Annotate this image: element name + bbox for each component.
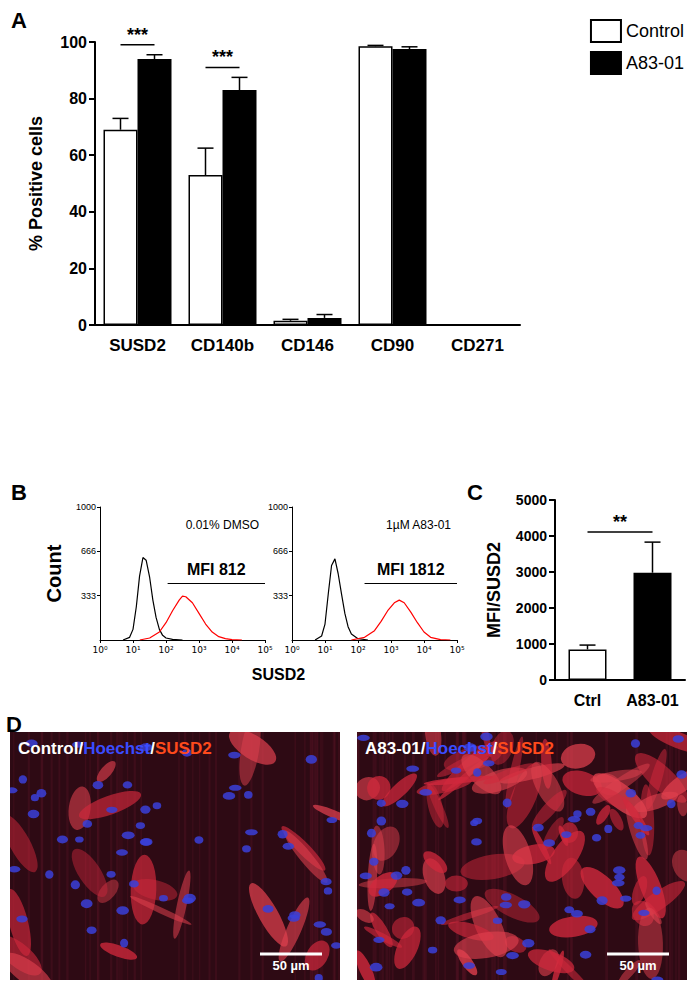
- svg-text:666: 666: [81, 546, 96, 556]
- svg-text:CD146: CD146: [281, 336, 334, 355]
- svg-text:CD271: CD271: [451, 336, 504, 355]
- svg-text:5000: 5000: [516, 492, 547, 508]
- svg-text:CD140b: CD140b: [191, 336, 254, 355]
- svg-text:10¹: 10¹: [125, 645, 140, 655]
- svg-text:1µM A83-01: 1µM A83-01: [386, 518, 451, 532]
- svg-text:333: 333: [273, 591, 288, 601]
- svg-text:SUSD2: SUSD2: [252, 666, 305, 683]
- svg-text:1000: 1000: [516, 636, 547, 652]
- svg-text:4000: 4000: [516, 528, 547, 544]
- svg-text:20: 20: [69, 260, 87, 277]
- svg-text:10³: 10³: [383, 645, 398, 655]
- svg-text:10¹: 10¹: [317, 645, 332, 655]
- svg-text:666: 666: [273, 546, 288, 556]
- svg-text:80: 80: [69, 90, 87, 107]
- svg-text:2000: 2000: [516, 600, 547, 616]
- svg-text:100: 100: [60, 34, 87, 51]
- svg-text:Control/Hoechst/SUSD2: Control/Hoechst/SUSD2: [18, 739, 212, 758]
- svg-text:0: 0: [78, 317, 87, 334]
- svg-text:A83-01: A83-01: [626, 53, 684, 73]
- svg-text:0.01% DMSO: 0.01% DMSO: [186, 518, 259, 532]
- svg-text:% Positive cells: % Positive cells: [26, 116, 46, 251]
- svg-text:MFI/SUSD2: MFI/SUSD2: [484, 542, 504, 638]
- svg-text:MFI 1812: MFI 1812: [377, 561, 445, 578]
- svg-text:60: 60: [69, 147, 87, 164]
- svg-text:1000: 1000: [268, 502, 288, 512]
- svg-text:D: D: [6, 712, 22, 737]
- svg-text:40: 40: [69, 203, 87, 220]
- svg-text:Control: Control: [626, 21, 684, 41]
- svg-text:A83-01/Hoechst/SUSD2: A83-01/Hoechst/SUSD2: [365, 739, 554, 758]
- svg-text:10²: 10²: [350, 645, 365, 655]
- svg-text:10⁴: 10⁴: [416, 645, 431, 655]
- svg-text:***: ***: [212, 47, 233, 67]
- svg-text:B: B: [11, 480, 27, 505]
- svg-text:A83-01: A83-01: [626, 692, 679, 709]
- svg-text:333: 333: [81, 591, 96, 601]
- svg-text:10²: 10²: [158, 645, 173, 655]
- svg-text:10⁴: 10⁴: [224, 645, 239, 655]
- svg-text:1000: 1000: [76, 502, 96, 512]
- svg-text:CD90: CD90: [371, 336, 414, 355]
- svg-text:SUSD2: SUSD2: [109, 336, 166, 355]
- svg-text:10³: 10³: [191, 645, 206, 655]
- svg-text:MFI 812: MFI 812: [187, 561, 246, 578]
- svg-text:Ctrl: Ctrl: [574, 692, 602, 709]
- svg-text:10⁰: 10⁰: [92, 645, 107, 655]
- svg-text:10⁰: 10⁰: [284, 645, 299, 655]
- svg-text:3000: 3000: [516, 564, 547, 580]
- svg-text:C: C: [467, 480, 483, 505]
- svg-text:A: A: [11, 8, 27, 33]
- svg-text:10⁵: 10⁵: [257, 645, 272, 655]
- svg-text:Count: Count: [43, 544, 65, 602]
- svg-text:10⁵: 10⁵: [449, 645, 464, 655]
- svg-text:50 µm: 50 µm: [272, 958, 309, 973]
- svg-text:0: 0: [539, 672, 547, 688]
- svg-text:50 µm: 50 µm: [619, 958, 656, 973]
- svg-text:**: **: [613, 512, 627, 532]
- svg-text:***: ***: [127, 25, 148, 45]
